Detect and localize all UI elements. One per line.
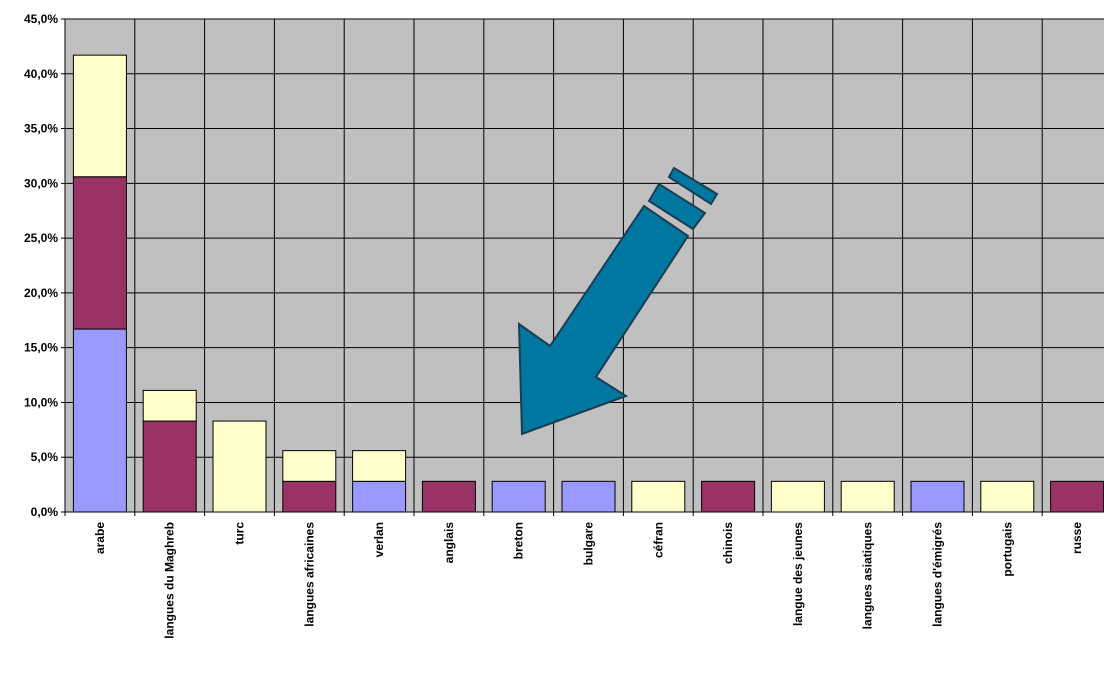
bar-segment — [840, 480, 895, 513]
bar-segment — [72, 176, 127, 330]
category-label: langues asiatiques — [861, 522, 875, 630]
arrow-icon — [517, 204, 690, 436]
category-label: langues d'émigrés — [931, 522, 945, 627]
y-tick-label: 15,0% — [24, 341, 58, 355]
y-tick-label: 0,0% — [31, 505, 59, 519]
category-label: céfran — [651, 522, 665, 558]
x-axis: arabe langues du Maghreb turc langues afric… — [64, 512, 1084, 639]
bar-segment — [72, 328, 127, 513]
category-label: breton — [512, 522, 526, 559]
arrow-stripe-2 — [667, 166, 719, 206]
category-label: verlan — [372, 522, 386, 557]
bar-segment — [142, 389, 197, 422]
bar-segment — [282, 480, 337, 513]
category-label: langues africaines — [302, 522, 316, 627]
bar-segment — [352, 480, 407, 513]
y-tick-label: 25,0% — [24, 231, 58, 245]
bar-segment — [561, 480, 616, 513]
bar-segment — [282, 450, 337, 482]
arrow-stripe-1 — [647, 182, 707, 231]
category-label: arabe — [93, 522, 107, 554]
bar-segment — [980, 480, 1035, 513]
category-label: portugais — [1000, 522, 1014, 577]
y-tick-label: 35,0% — [24, 122, 58, 136]
y-tick-label: 40,0% — [24, 67, 58, 81]
y-tick-label: 45,0% — [24, 12, 58, 26]
bar-segment — [491, 480, 546, 513]
bar-segment — [352, 450, 407, 482]
category-label: turc — [233, 522, 247, 545]
bar-segment — [1050, 480, 1104, 513]
bar-segment — [142, 420, 197, 513]
gridlines — [65, 18, 1104, 513]
bar-segment — [212, 420, 267, 513]
bar-segment — [910, 480, 965, 513]
category-label: langues du Maghreb — [163, 522, 177, 639]
bar-segment — [72, 54, 127, 178]
y-tick-label: 20,0% — [24, 286, 58, 300]
bars — [72, 54, 1104, 513]
bar-segment — [631, 480, 686, 513]
arrow-annotation — [517, 166, 719, 436]
category-label: chinois — [721, 522, 735, 564]
bar-segment — [701, 480, 756, 513]
bar-segment — [770, 480, 825, 513]
category-label: russe — [1070, 522, 1084, 554]
y-axis: 0,0% 5,0% 10,0% 15,0% 20,0% 25,0% 30,0% 35,0% 40… — [24, 12, 65, 519]
category-label: langue des jeunes — [791, 522, 805, 626]
category-label: bulgare — [582, 522, 596, 566]
y-tick-label: 10,0% — [24, 395, 58, 409]
y-tick-label: 5,0% — [31, 450, 59, 464]
category-label: anglais — [442, 522, 456, 564]
bar-segment — [421, 480, 476, 513]
y-tick-label: 30,0% — [24, 176, 58, 190]
